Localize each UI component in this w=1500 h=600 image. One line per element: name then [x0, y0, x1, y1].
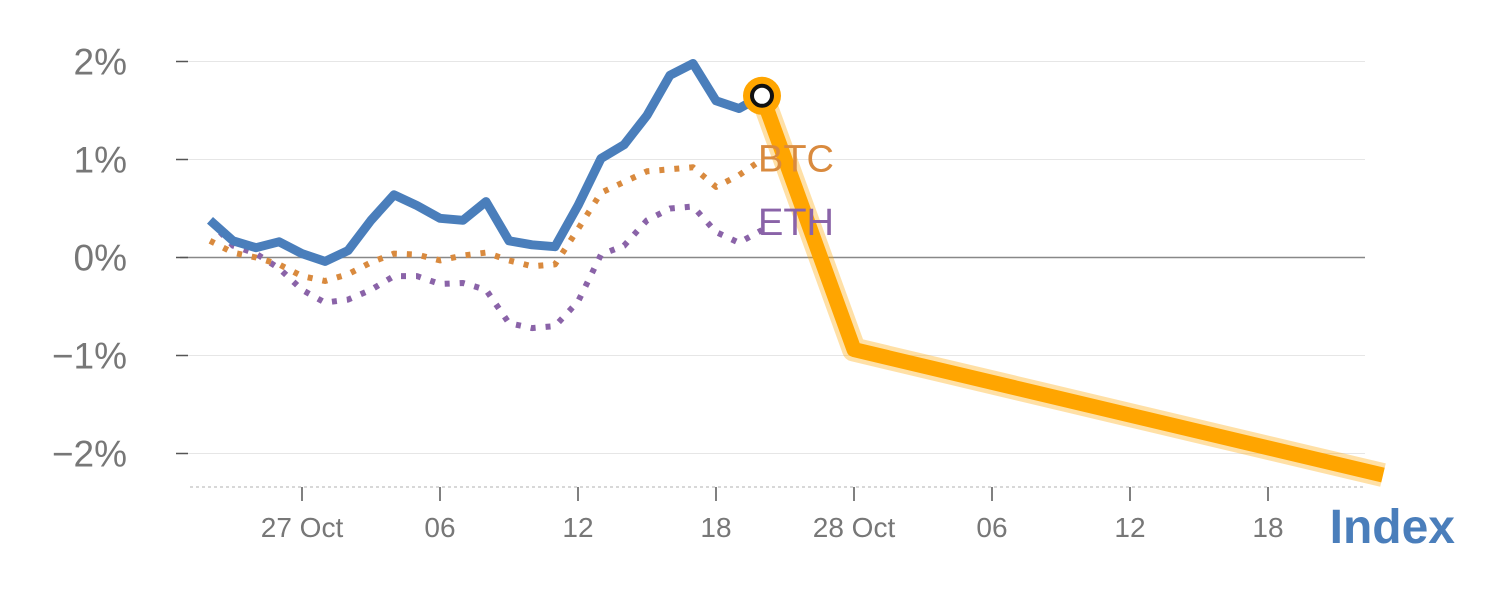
y-tick-label-4: −2% [52, 434, 127, 475]
index-series-line [207, 59, 765, 266]
x-tick-label-1: 06 [424, 512, 455, 543]
btc-series-line [208, 157, 764, 284]
chart-title: Index [1330, 501, 1456, 554]
x-tick-label-6: 12 [1114, 512, 1145, 543]
marker-layer [743, 76, 781, 115]
y-tick-label-3: −1% [52, 336, 127, 377]
y-tick-label-0: 2% [74, 42, 127, 83]
y-tick-label-2: 0% [74, 238, 127, 279]
projection-glow [750, 91, 1386, 487]
label-layer: BTC ETH Index [758, 139, 1455, 555]
x-tick-label-5: 06 [976, 512, 1007, 543]
series-layer [207, 59, 1386, 487]
axis-layer: 2% 1% 0% −1% −2% 27 Oct 06 12 18 28 Oct 06 12 18 [52, 42, 1365, 543]
projection-series-line [754, 93, 1385, 483]
eth-series-line [207, 203, 764, 332]
eth-series-label: ETH [758, 202, 834, 244]
btc-series-label: BTC [758, 139, 834, 181]
x-tick-label-0: 27 Oct [261, 512, 344, 543]
x-tick-label-2: 12 [562, 512, 593, 543]
current-point-marker [750, 83, 774, 108]
x-tick-label-3: 18 [700, 512, 731, 543]
y-tick-label-1: 1% [74, 140, 127, 181]
x-tick-label-4: 28 Oct [813, 512, 896, 543]
x-tick-label-7: 18 [1252, 512, 1283, 543]
